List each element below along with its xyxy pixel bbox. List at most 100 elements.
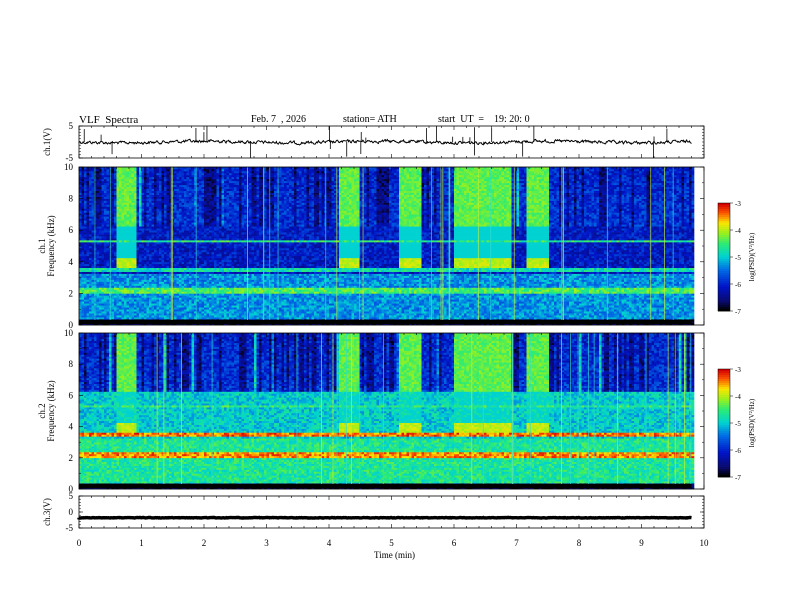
- spectrogram-cell: [94, 226, 97, 229]
- spectrogram-cell: [119, 309, 122, 312]
- spectrogram-cell: [224, 196, 227, 199]
- spectrogram-cell: [91, 222, 95, 225]
- spectrogram-cell: [114, 218, 117, 221]
- spectrogram-cell: [114, 301, 117, 304]
- spectrogram-cell: [144, 194, 147, 197]
- spectrogram-cell: [86, 176, 90, 180]
- spectrogram-cell: [134, 246, 137, 249]
- spectrogram-cell: [186, 269, 190, 272]
- spectrogram-cell: [196, 202, 200, 205]
- spectrogram-cell: [101, 222, 105, 225]
- spectrogram-cell: [131, 240, 135, 243]
- spectrogram-cell: [211, 291, 215, 294]
- spectrogram-cell: [89, 174, 92, 178]
- spectrogram-cell: [201, 192, 205, 195]
- spectrogram-cell: [136, 267, 140, 270]
- spectrogram-cell: [134, 230, 137, 233]
- spectrogram-cell: [209, 253, 212, 257]
- spectrogram-cell: [184, 246, 187, 249]
- spectrogram-cell: [186, 194, 190, 197]
- spectrogram-cell: [199, 176, 202, 180]
- spectrogram-cell: [201, 269, 205, 272]
- spectrogram-cell: [166, 194, 170, 197]
- spectrogram-cell: [216, 317, 220, 320]
- spectrogram-cell: [99, 285, 102, 288]
- spectrogram-cell: [151, 271, 155, 274]
- spectrogram-cell: [161, 275, 165, 278]
- spectrogram-cell: [186, 212, 190, 215]
- spectrogram-cell: [144, 182, 147, 186]
- spectrogram-cell: [129, 198, 132, 201]
- spectrogram-cell: [94, 172, 97, 176]
- spectrogram-cell: [164, 269, 167, 272]
- spectrogram-cell: [91, 176, 95, 180]
- spectrogram-cell: [216, 244, 220, 247]
- spectrogram-cell: [204, 295, 207, 298]
- spectrogram-cell: [106, 265, 110, 269]
- spectrogram-cell: [121, 275, 125, 278]
- spectrogram-cell: [126, 238, 130, 241]
- spectrogram-cell: [214, 236, 217, 239]
- spectrogram-cell: [221, 247, 225, 251]
- spectrogram-cell: [81, 317, 85, 320]
- spectrogram-cell: [119, 307, 122, 310]
- spectrogram-cell: [199, 317, 202, 320]
- spectrogram-cell: [196, 299, 200, 302]
- spectrogram-cell: [206, 220, 210, 223]
- spectrogram-cell: [191, 315, 195, 318]
- spectrogram-cell: [176, 287, 180, 290]
- spectrogram-cell: [144, 317, 147, 320]
- spectrogram-cell: [181, 311, 185, 314]
- spectrogram-cell: [159, 182, 162, 186]
- spectrogram-cell: [116, 257, 120, 261]
- spectrogram-cell: [209, 167, 212, 170]
- spectrogram-cell: [111, 232, 115, 235]
- spectrogram-cell: [111, 311, 115, 314]
- spectrogram-cell: [116, 206, 120, 209]
- spectrogram-cell: [134, 313, 137, 316]
- spectrogram-cell: [164, 275, 167, 278]
- spectrogram-cell: [209, 180, 212, 184]
- spectrogram-cell: [119, 269, 122, 272]
- spectrogram-cell: [181, 249, 185, 253]
- spectrogram-cell: [116, 242, 120, 245]
- spectrogram-cell: [199, 259, 202, 263]
- spectrogram-cell: [221, 303, 225, 306]
- spectrogram-cell: [179, 176, 182, 180]
- spectrogram-cell: [144, 200, 147, 203]
- spectrogram-cell: [186, 301, 190, 304]
- spectrogram-cell: [206, 279, 210, 282]
- spectrogram-cell: [204, 167, 207, 170]
- spectrogram-cell: [99, 297, 102, 300]
- spectrogram-cell: [189, 311, 192, 314]
- spectrogram-cell: [154, 295, 157, 298]
- spectrogram-cell: [94, 228, 97, 231]
- spectrogram-cell: [194, 259, 197, 263]
- spectrogram-cell: [199, 204, 202, 207]
- spectrogram-cell: [216, 269, 220, 272]
- spectrogram-cell: [179, 303, 182, 306]
- spectrogram-cell: [169, 315, 172, 318]
- spectrogram-cell: [204, 297, 207, 300]
- spectrogram-cell: [84, 315, 87, 318]
- spectrogram-cell: [216, 257, 220, 261]
- spectrogram-cell: [189, 208, 192, 211]
- spectrogram-cell: [91, 259, 95, 263]
- spectrogram-cell: [146, 287, 150, 290]
- spectrogram-cell: [94, 184, 97, 188]
- spectrogram-cell: [161, 287, 165, 290]
- spectrogram-cell: [141, 196, 145, 199]
- spectrogram-cell: [129, 247, 132, 251]
- spectrogram-cell: [216, 224, 220, 227]
- spectrogram-cell: [209, 251, 212, 255]
- spectrogram-cell: [166, 168, 170, 172]
- spectrogram-cell: [96, 230, 100, 233]
- spectrogram-cell: [96, 265, 100, 269]
- spectrogram-cell: [116, 244, 120, 247]
- spectrogram-cell: [134, 271, 137, 274]
- spectrogram-cell: [221, 210, 225, 213]
- spectrogram-cell: [221, 167, 225, 170]
- spectrogram-cell: [129, 234, 132, 237]
- spectrogram-cell: [209, 184, 212, 188]
- spectrogram-cell: [151, 242, 155, 245]
